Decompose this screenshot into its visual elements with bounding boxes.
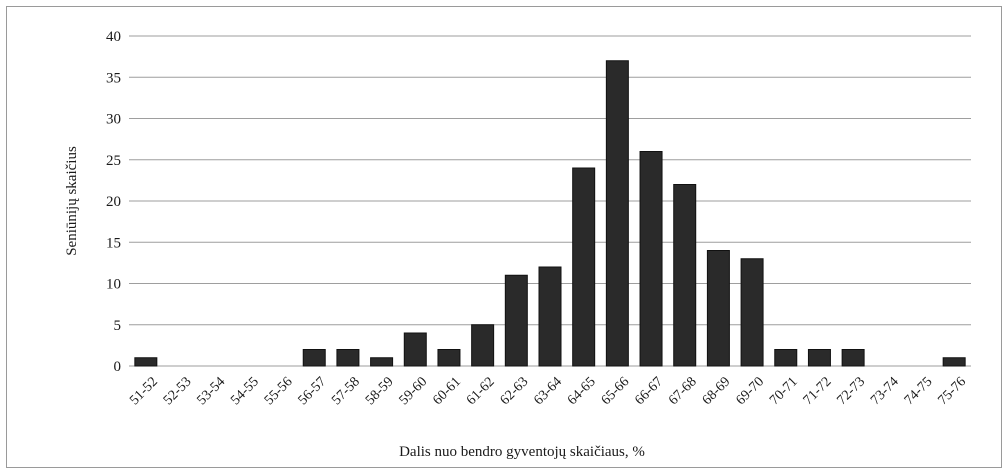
y-axis-title: Seniūnijų skaičius (64, 146, 80, 256)
x-tick-label: 75-76 (935, 374, 969, 408)
y-tick-label: 15 (106, 235, 121, 251)
x-tick-label: 52-53 (161, 374, 195, 408)
y-tick-label: 40 (106, 29, 121, 45)
x-tick-label: 65-66 (599, 374, 633, 408)
x-tick-label: 59-60 (397, 374, 431, 408)
x-tick-label: 54-55 (228, 374, 262, 408)
y-tick-label: 5 (114, 318, 122, 334)
bar-63-64 (538, 266, 562, 367)
bar-61-62 (471, 324, 495, 367)
x-tick-label: 56-57 (296, 374, 330, 408)
x-tick-label: 53-54 (195, 374, 229, 408)
x-tick-label: 60-61 (430, 374, 464, 408)
x-tick-label: 57-58 (329, 374, 363, 408)
x-tick-label: 71-72 (801, 374, 835, 408)
y-tick-label: 35 (106, 70, 121, 86)
bar-59-60 (403, 332, 427, 367)
bar-68-69 (706, 250, 730, 367)
x-tick-label: 62-63 (498, 374, 532, 408)
bars (134, 60, 966, 367)
bar-62-63 (504, 274, 528, 367)
y-tick-labels: 0 5 10 15 20 25 30 35 40 (106, 29, 121, 375)
x-tick-label: 69-70 (733, 374, 767, 408)
y-tick-label: 25 (106, 153, 121, 169)
x-tick-label: 73-74 (868, 374, 902, 408)
bar-66-67 (639, 151, 663, 367)
bar-chart: 0 5 10 15 20 25 30 35 40 51-52 52-53 53-54 54-55 55-… (64, 29, 971, 460)
bar-75-76 (942, 357, 966, 367)
y-tick-label: 0 (114, 359, 122, 375)
x-tick-label: 51-52 (127, 374, 161, 408)
x-tick-label: 68-69 (700, 374, 734, 408)
x-axis-title: Dalis nuo bendro gyventojų skaičiaus, % (399, 444, 645, 460)
y-tick-label: 30 (106, 112, 121, 128)
x-tick-label: 72-73 (834, 374, 868, 408)
x-tick-label: 67-68 (666, 374, 700, 408)
gridlines (129, 35, 971, 367)
bar-71-72 (807, 349, 831, 367)
bar-57-58 (336, 349, 360, 367)
bar-56-57 (302, 349, 326, 367)
x-tick-labels: 51-52 52-53 53-54 54-55 55-56 56-57 57-58 58-59… (127, 374, 969, 408)
bar-60-61 (437, 349, 461, 367)
bar-70-71 (774, 349, 798, 367)
bar-64-65 (572, 167, 596, 367)
x-tick-label: 63-64 (531, 374, 565, 408)
x-tick-label: 74-75 (902, 374, 936, 408)
bar-67-68 (673, 184, 697, 367)
y-tick-label: 20 (106, 194, 121, 210)
bar-58-59 (370, 357, 394, 367)
bar-72-73 (841, 349, 865, 367)
bar-65-66 (605, 60, 629, 367)
x-tick-label: 64-65 (565, 374, 599, 408)
chart-frame: 0 5 10 15 20 25 30 35 40 51-52 52-53 53-54 54-55 55-… (6, 6, 1002, 468)
x-tick-label: 70-71 (767, 374, 801, 408)
bar-51-52 (134, 357, 158, 367)
y-tick-label: 10 (106, 277, 121, 293)
x-tick-label: 66-67 (632, 374, 666, 408)
bar-69-70 (740, 258, 764, 367)
x-tick-label: 58-59 (363, 374, 397, 408)
x-tick-label: 55-56 (262, 374, 296, 408)
x-tick-label: 61-62 (464, 374, 498, 408)
